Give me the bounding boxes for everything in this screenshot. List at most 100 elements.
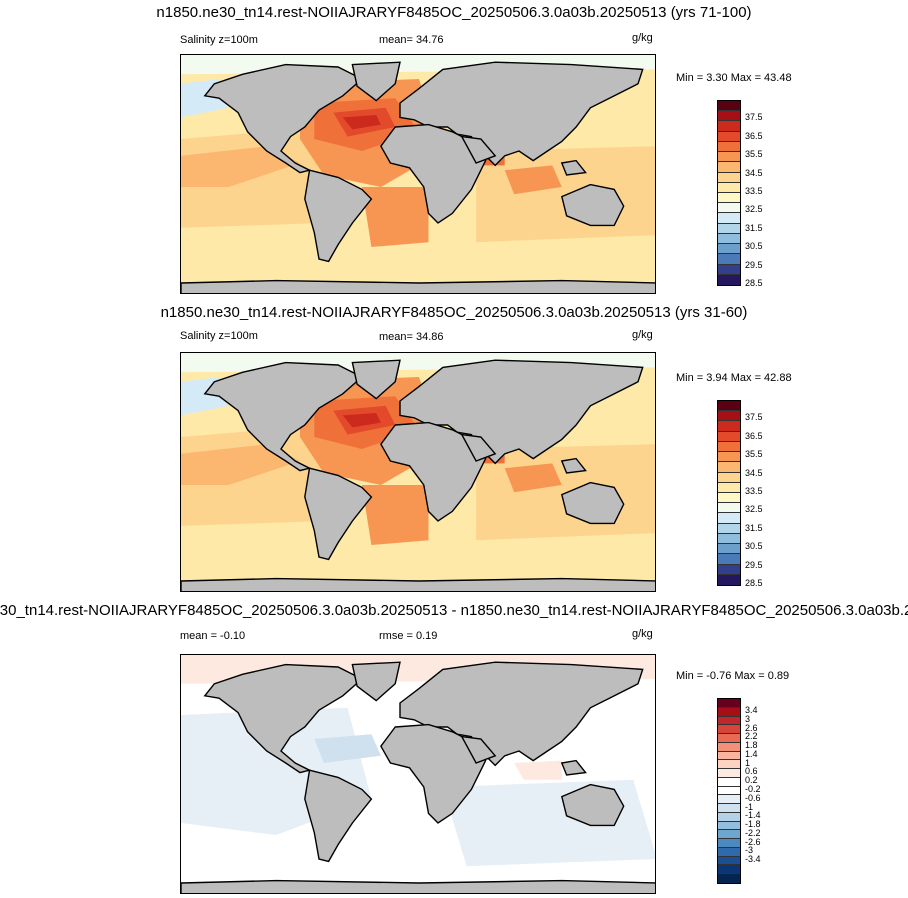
- colorbar-swatch: [718, 786, 740, 796]
- colorbar-tick-label: 2.6: [745, 722, 758, 733]
- colorbar-swatch: [718, 192, 740, 204]
- land-mass: [460, 735, 497, 764]
- colorbar-swatch: [718, 244, 740, 255]
- land-mass: [304, 169, 373, 263]
- colorbar-tick-label: 28.5: [745, 578, 763, 588]
- world-map: [180, 654, 656, 894]
- colorbar-tick-label: 29.5: [745, 559, 763, 570]
- colorbar-tick-label: -1: [745, 801, 754, 812]
- colorbar-swatch: [718, 839, 740, 848]
- colorbar-swatch: [718, 421, 740, 432]
- ocean-field: [342, 413, 381, 428]
- world-map: [180, 54, 656, 294]
- land-mass: [380, 723, 487, 824]
- colorbar-swatch: [718, 533, 740, 545]
- colorbar-tick-label: 32.5: [745, 504, 763, 515]
- land-mass: [351, 359, 401, 400]
- colorbar-swatches: [717, 400, 741, 586]
- ocean-field: [504, 463, 562, 493]
- land-mass: [399, 61, 644, 167]
- colorbar-tick-label: 32.5: [745, 204, 763, 215]
- land-mass: [304, 769, 373, 863]
- colorbar-tick-label: 1.4: [745, 748, 758, 759]
- colorbar-swatches: [717, 698, 741, 884]
- colorbar-tick-label: 0.6: [745, 766, 758, 777]
- colorbar-tick-label: -1.4: [745, 810, 761, 821]
- colorbar-swatch: [718, 751, 740, 761]
- ocean-field: [342, 115, 381, 130]
- min-max-label: Min = -0.76 Max = 0.89: [676, 670, 790, 682]
- colorbar-tick-label: 28.5: [745, 278, 763, 288]
- variable-label: Salinity z=100m: [180, 34, 258, 46]
- colorbar-tick-label: 2.2: [745, 731, 758, 742]
- panel-3: n1850.ne30_tn14.rest-NOIIAJRARYF8485OC_2…: [0, 598, 908, 896]
- colorbar-swatch: [718, 564, 740, 575]
- colorbar-swatch: [718, 121, 740, 132]
- panel-title-text: n1850.ne30_tn14.rest-NOIIAJRARYF8485OC_2…: [0, 602, 908, 619]
- colorbar-swatch: [718, 131, 740, 142]
- colorbar-tick-label: 37.5: [745, 412, 763, 423]
- land-mass: [460, 433, 497, 462]
- colorbar-swatch: [718, 760, 740, 769]
- colorbar-tick-label: 30.5: [745, 541, 763, 552]
- ocean-field: [314, 734, 381, 763]
- land-mass: [560, 457, 587, 474]
- colorbar-tick-label: 36.5: [745, 430, 763, 441]
- min-max-label: Min = 3.30 Max = 43.48: [676, 72, 792, 84]
- colorbar-tick-label: 33.5: [745, 486, 763, 496]
- colorbar-tick-label: -1.8: [745, 819, 761, 830]
- colorbar-swatch: [718, 172, 740, 183]
- colorbar-swatch: [718, 742, 740, 752]
- colorbar-swatches: [717, 100, 741, 286]
- land-mass: [560, 759, 587, 776]
- colorbar-swatch: [718, 725, 740, 734]
- panel-title: n1850.ne30_tn14.rest-NOIIAJRARYF8485OC_2…: [156, 4, 752, 21]
- colorbar-swatch: [718, 795, 740, 804]
- colorbar-swatch: [718, 574, 740, 585]
- land-mass: [351, 61, 401, 102]
- mean-label: mean= 34.86: [379, 331, 444, 343]
- land-mass: [181, 879, 655, 893]
- mean-label: mean= 34.76: [379, 34, 444, 46]
- colorbar-swatch: [718, 847, 740, 857]
- colorbar-swatch: [718, 821, 740, 831]
- colorbar-swatch: [718, 874, 740, 883]
- colorbar-tick-label: 31.5: [745, 222, 763, 233]
- colorbar-tick-label: 35.5: [745, 449, 763, 460]
- land-mass: [181, 577, 655, 591]
- colorbar-swatch: [718, 182, 740, 193]
- ocean-field: [361, 485, 429, 545]
- colorbar-swatch: [718, 223, 740, 234]
- colorbar-swatch: [718, 554, 740, 565]
- panel-2: n1850.ne30_tn14.rest-NOIIAJRARYF8485OC_2…: [0, 300, 908, 598]
- colorbar-tick-label: -2.6: [745, 836, 761, 847]
- colorbar-swatch: [718, 856, 740, 866]
- land-mass: [460, 135, 497, 164]
- panel-1: n1850.ne30_tn14.rest-NOIIAJRARYF8485OC_2…: [0, 0, 908, 298]
- colorbar-tick-label: 33.5: [745, 186, 763, 196]
- world-map: [180, 352, 656, 592]
- colorbar-swatch: [718, 152, 740, 163]
- colorbar-swatch: [718, 441, 740, 453]
- colorbar-tick-label: -2.2: [745, 827, 761, 838]
- colorbar-swatch: [718, 254, 740, 265]
- colorbar-swatch: [718, 141, 740, 153]
- land-mass: [380, 421, 487, 522]
- ocean-field: [181, 444, 300, 485]
- land-mass: [399, 359, 644, 465]
- panel-title: n1850.ne30_tn14.rest-NOIIAJRARYF8485OC_2…: [160, 304, 748, 321]
- land-mass: [560, 159, 587, 176]
- mean-label: mean = -0.10: [180, 630, 246, 642]
- colorbar-swatch: [718, 865, 740, 874]
- colorbar-swatch: [718, 830, 740, 839]
- colorbar-tick-label: 34.5: [745, 467, 763, 478]
- colorbar-swatch: [718, 462, 740, 473]
- land-mass: [181, 279, 655, 293]
- colorbar-tick-label: 34.5: [745, 167, 763, 178]
- colorbar-swatch: [718, 523, 740, 534]
- colorbar-tick-label: -3.4: [745, 854, 761, 865]
- land-mass: [304, 467, 373, 561]
- units-label: g/kg: [632, 329, 653, 341]
- colorbar-swatch: [718, 264, 740, 275]
- colorbar-swatch: [718, 804, 740, 813]
